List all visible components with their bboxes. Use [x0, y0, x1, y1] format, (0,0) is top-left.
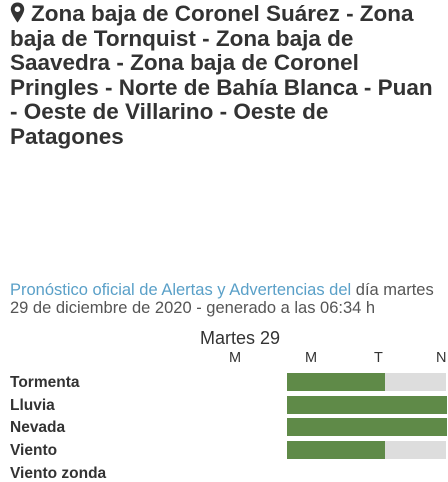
forecast-subtitle-accent: Pronóstico oficial de Alertas y Adverten…: [10, 281, 352, 299]
zone-title: Zona baja de Coronel Suárez - Zona baja …: [10, 1, 442, 149]
zone-title-text: Zona baja de Coronel Suárez - Zona baja …: [10, 1, 433, 149]
row-label-nevada: Nevada: [10, 419, 66, 436]
column-header-noche: N: [436, 350, 447, 366]
bar-tormenta-manana: [287, 373, 385, 391]
bar-nevada: [287, 418, 447, 436]
column-header-manana: M: [305, 350, 318, 366]
row-label-viento: Viento: [10, 442, 58, 459]
bar-viento-tarde: [385, 441, 446, 459]
row-label-tormenta: Tormenta: [10, 374, 80, 391]
column-header-madrugada: M: [229, 350, 242, 366]
bar-tormenta-tarde: [385, 373, 446, 391]
map-pin-icon: [10, 2, 25, 23]
bar-viento-manana: [287, 441, 385, 459]
row-label-lluvia: Lluvia: [10, 397, 55, 414]
row-label-viento-zonda: Viento zonda: [10, 465, 107, 482]
bar-lluvia: [287, 396, 447, 414]
forecast-subtitle-rest: día martes 29 de diciembre de 2020 - gen…: [10, 281, 434, 317]
forecast-subtitle: Pronóstico oficial de Alertas y Adverten…: [10, 281, 442, 317]
day-title: Martes 29: [200, 328, 281, 348]
column-header-tarde: T: [374, 350, 383, 366]
